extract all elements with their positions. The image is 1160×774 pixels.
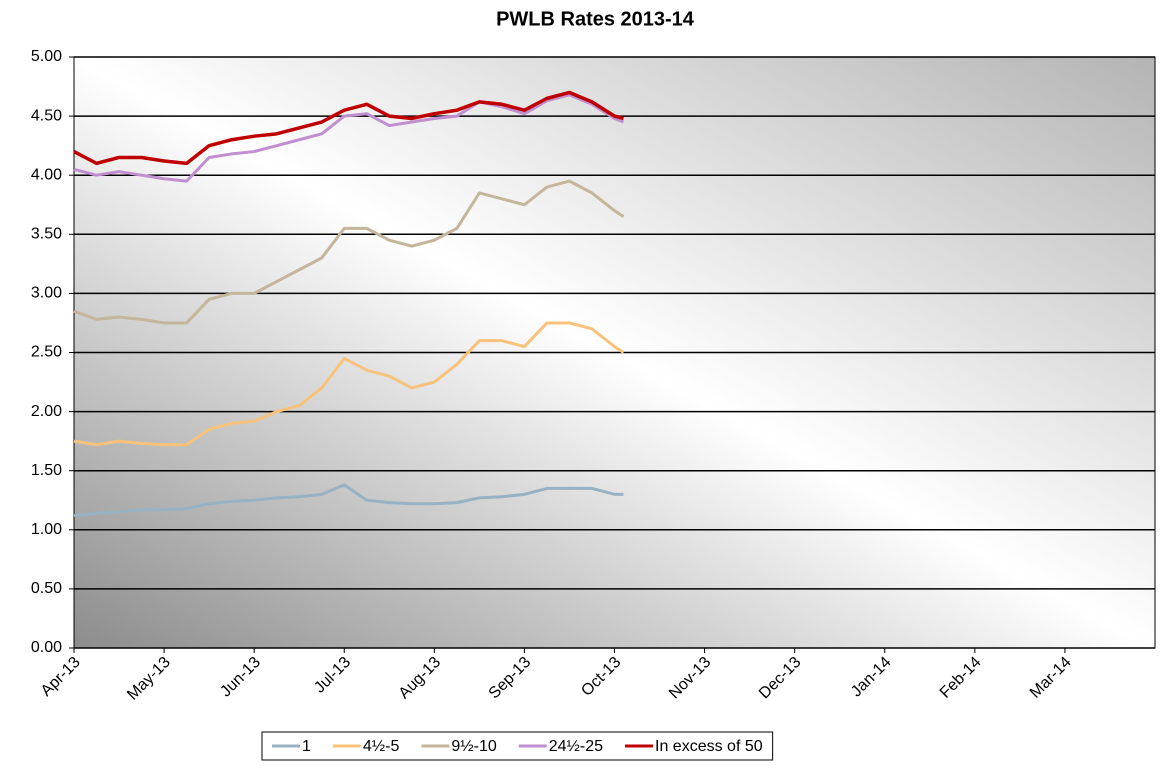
x-tick-label: Aug-13 (396, 654, 445, 703)
series-line (73, 93, 625, 183)
y-tick-label: 2.00 (31, 403, 62, 420)
x-tick-label: May-13 (124, 654, 174, 704)
x-tick-label: Nov-13 (666, 654, 715, 703)
x-tick-label: Jul-13 (311, 654, 354, 697)
y-tick-label: 5.00 (31, 48, 62, 65)
x-tick-label: Apr-13 (38, 654, 84, 700)
legend-label: 9½-10 (451, 738, 496, 755)
y-tick-label: 4.00 (31, 166, 62, 183)
x-tick-label: Feb-14 (937, 654, 985, 702)
y-tick-label: 3.00 (31, 285, 62, 302)
series-line (73, 321, 625, 447)
x-tick-label: Oct-13 (578, 654, 624, 700)
series-line (73, 90, 624, 166)
series-line (73, 179, 625, 325)
legend-label: In excess of 50 (655, 738, 763, 755)
y-tick-label: 0.50 (31, 580, 62, 597)
y-tick-label: 2.50 (31, 344, 62, 361)
x-tick-label: Dec-13 (756, 654, 805, 703)
y-tick-label: 4.50 (31, 107, 62, 124)
legend-label: 4½-5 (363, 738, 400, 755)
series-line (73, 483, 624, 518)
y-tick-label: 1.00 (31, 521, 62, 538)
y-tick-label: 3.50 (31, 226, 62, 243)
y-tick-label: 1.50 (31, 462, 62, 479)
x-tick-label: Jan-14 (848, 654, 895, 701)
legend-label: 24½-25 (549, 738, 603, 755)
y-tick-label: 0.00 (31, 639, 62, 656)
x-tick-label: Sep-13 (486, 654, 535, 703)
x-tick-label: Mar-14 (1027, 654, 1075, 702)
chart-title: PWLB Rates 2013-14 (496, 8, 695, 30)
x-tick-label: Jun-13 (217, 654, 264, 701)
legend-label: 1 (302, 738, 311, 755)
